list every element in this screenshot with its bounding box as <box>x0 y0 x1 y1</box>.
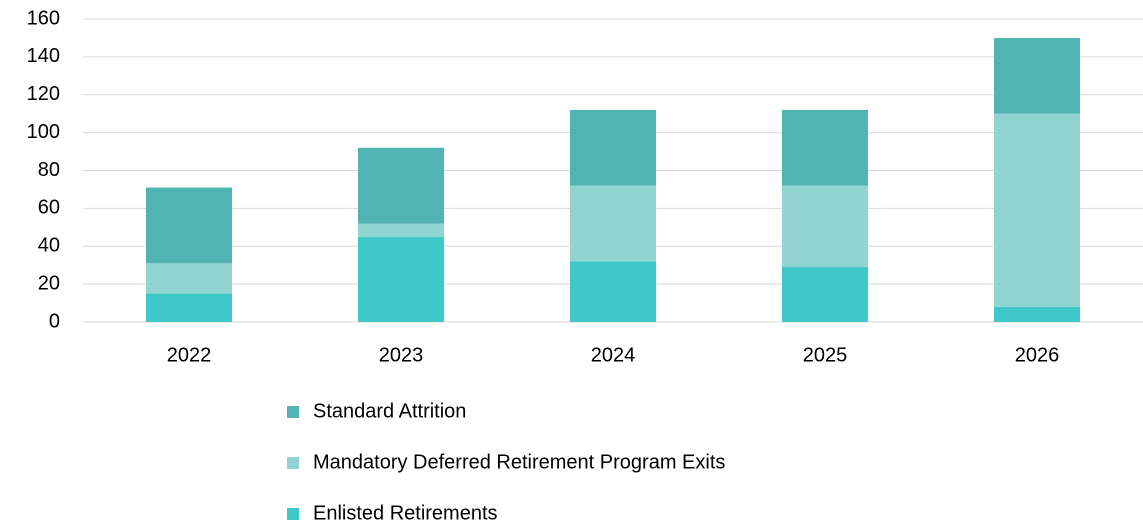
bar-segment <box>570 261 656 322</box>
y-tick-label: 40 <box>38 235 60 257</box>
x-tick-label: 2024 <box>591 344 636 366</box>
y-tick-label: 100 <box>27 121 60 143</box>
x-tick-label: 2023 <box>379 344 424 366</box>
bar-segment <box>358 147 444 224</box>
bar-segment <box>782 109 868 186</box>
bar-segment <box>994 113 1080 307</box>
y-tick-label: 140 <box>27 45 60 67</box>
x-tick-label: 2022 <box>167 344 212 366</box>
legend-label: Enlisted Retirements <box>313 502 498 524</box>
legend-swatch <box>287 406 299 418</box>
bar-segment <box>146 263 232 294</box>
legend-swatch <box>287 457 299 469</box>
y-tick-label: 60 <box>38 197 60 219</box>
y-tick-label: 160 <box>27 7 60 29</box>
y-tick-label: 20 <box>38 272 60 294</box>
y-tick-label: 120 <box>27 83 60 105</box>
legend-label: Mandatory Deferred Retirement Program Ex… <box>313 451 725 473</box>
bar-segment <box>146 293 232 322</box>
bar-segment <box>994 306 1080 322</box>
bar-segment <box>358 223 444 237</box>
bar-segment <box>570 185 656 262</box>
bar-segment <box>570 109 656 186</box>
bar-segment <box>994 37 1080 114</box>
x-tick-label: 2026 <box>1015 344 1060 366</box>
bar-segment <box>358 236 444 322</box>
bar-segment <box>782 267 868 322</box>
legend-swatch <box>287 508 299 520</box>
bar-segment <box>782 185 868 268</box>
x-tick-label: 2025 <box>803 344 848 366</box>
y-tick-label: 0 <box>49 310 60 332</box>
bar-segment <box>146 187 232 264</box>
legend-label: Standard Attrition <box>313 400 466 422</box>
y-tick-label: 80 <box>38 159 60 181</box>
